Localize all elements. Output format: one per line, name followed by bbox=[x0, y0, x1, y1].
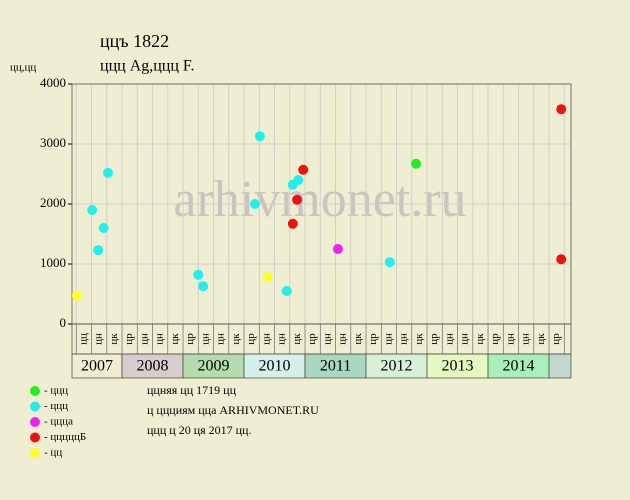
quarter-label: цн bbox=[138, 333, 150, 345]
legend-label: - цц bbox=[44, 447, 62, 459]
quarter-label: цк bbox=[230, 333, 242, 345]
quarter-label: цр bbox=[550, 333, 562, 345]
quarter-label: цк bbox=[108, 333, 120, 345]
note: ццняя цц 1719 цц bbox=[147, 383, 237, 397]
quarter-label: цн bbox=[443, 333, 455, 345]
quarter-label: цн bbox=[260, 333, 272, 345]
y-axis-label: цц,цц bbox=[10, 62, 36, 74]
point bbox=[298, 164, 309, 175]
y-tick-label: 0 bbox=[60, 315, 67, 330]
point bbox=[292, 194, 303, 205]
year-band bbox=[182, 353, 245, 379]
year-band bbox=[426, 353, 489, 379]
quarter-label: цц bbox=[77, 333, 89, 345]
note: ц ццциям цца ARHIVMONET.RU bbox=[147, 403, 319, 417]
year-label: 2010 bbox=[259, 358, 291, 375]
point bbox=[556, 254, 567, 265]
point bbox=[384, 257, 395, 268]
quarter-label: цн bbox=[520, 333, 532, 345]
chart-subtitle: ццц Ag,ццц F. bbox=[100, 58, 195, 75]
point bbox=[71, 290, 82, 301]
quarter-label: цн bbox=[321, 333, 333, 345]
point bbox=[281, 286, 292, 296]
quarter-label: цн bbox=[459, 333, 471, 345]
point bbox=[193, 269, 204, 280]
quarter-label: цр bbox=[489, 333, 501, 345]
point bbox=[254, 131, 265, 142]
quarter-label: цк bbox=[169, 333, 181, 345]
plot-frame bbox=[71, 83, 572, 355]
year-label: 2014 bbox=[503, 358, 535, 375]
quarter-label: цк bbox=[535, 333, 547, 345]
y-tick-label: 1000 bbox=[40, 255, 66, 270]
year-label: 2008 bbox=[137, 358, 169, 375]
point bbox=[332, 244, 343, 254]
quarter-label: цн bbox=[93, 333, 105, 345]
quarter-label: цр bbox=[123, 333, 135, 345]
year-band bbox=[487, 353, 550, 379]
legend-marker bbox=[30, 448, 40, 458]
point bbox=[198, 281, 209, 292]
chart-title: ццъ 1822 bbox=[100, 31, 169, 51]
year-label: 2013 bbox=[442, 358, 474, 375]
quarter-label: цн bbox=[154, 333, 166, 345]
point bbox=[262, 272, 273, 283]
legend-label: - ццца bbox=[44, 416, 73, 428]
quarter-label: цр bbox=[367, 333, 379, 345]
quarter-label: цн bbox=[199, 333, 211, 345]
y-tick-label: 4000 bbox=[40, 75, 66, 90]
legend-marker bbox=[30, 386, 40, 396]
legend-label: - ццц bbox=[44, 385, 68, 397]
legend-marker bbox=[30, 417, 40, 427]
point bbox=[98, 223, 109, 233]
point bbox=[250, 199, 261, 209]
quarter-label: цн bbox=[504, 333, 516, 345]
quarter-label: цн bbox=[382, 333, 394, 345]
year-band bbox=[365, 353, 428, 379]
quarter-label: цн bbox=[276, 333, 288, 345]
legend-marker bbox=[30, 401, 40, 412]
point bbox=[93, 245, 104, 256]
quarter-label: цк bbox=[413, 333, 425, 345]
quarter-label: цн bbox=[398, 333, 410, 345]
quarter-label: цк bbox=[474, 333, 486, 345]
point bbox=[287, 218, 298, 229]
legend-label: - цццццБ bbox=[44, 431, 86, 443]
quarter-label: цк bbox=[291, 333, 303, 345]
year-band bbox=[71, 353, 123, 379]
legend-marker bbox=[30, 432, 40, 443]
point bbox=[102, 167, 113, 178]
quarter-label: цр bbox=[245, 333, 257, 345]
year-label: 2011 bbox=[320, 358, 351, 375]
legend-label: - ццц bbox=[44, 400, 68, 412]
point bbox=[293, 175, 304, 185]
quarter-label: цн bbox=[215, 333, 227, 345]
quarter-label: цн bbox=[337, 333, 349, 345]
y-tick-label: 3000 bbox=[40, 135, 66, 150]
year-band bbox=[548, 353, 572, 379]
year-band bbox=[304, 353, 367, 379]
year-label: 2007 bbox=[81, 358, 113, 375]
year-label: 2012 bbox=[381, 358, 413, 375]
quarter-label: цк bbox=[352, 333, 364, 345]
quarter-label: цр bbox=[306, 333, 318, 345]
quarter-label: цр bbox=[428, 333, 440, 345]
point bbox=[411, 158, 422, 169]
quarter-label: цр bbox=[184, 333, 196, 345]
note: ццц ц 20 ця 2017 цц. bbox=[147, 423, 251, 437]
y-tick-label: 2000 bbox=[40, 195, 66, 210]
year-label: 2009 bbox=[198, 358, 230, 375]
point bbox=[556, 104, 567, 115]
point bbox=[87, 205, 98, 215]
